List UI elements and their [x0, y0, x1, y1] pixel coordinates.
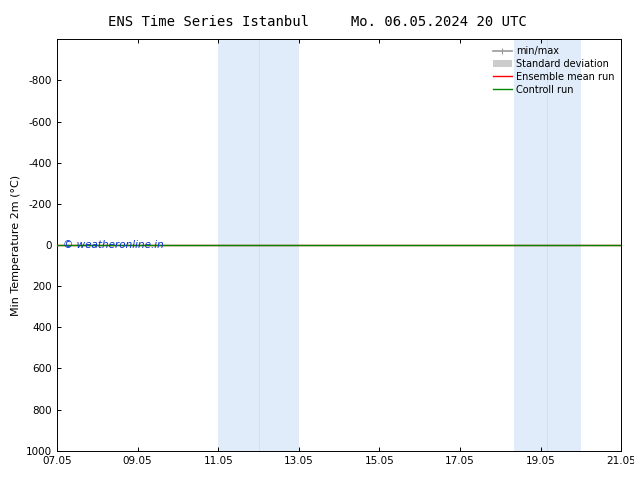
Bar: [514, 39, 581, 451]
Bar: [218, 39, 299, 451]
Y-axis label: Min Temperature 2m (°C): Min Temperature 2m (°C): [11, 174, 20, 316]
Legend: min/max, Standard deviation, Ensemble mean run, Controll run: min/max, Standard deviation, Ensemble me…: [491, 44, 616, 97]
Text: © weatheronline.in: © weatheronline.in: [63, 240, 164, 250]
Text: ENS Time Series Istanbul     Mo. 06.05.2024 20 UTC: ENS Time Series Istanbul Mo. 06.05.2024 …: [108, 15, 526, 29]
